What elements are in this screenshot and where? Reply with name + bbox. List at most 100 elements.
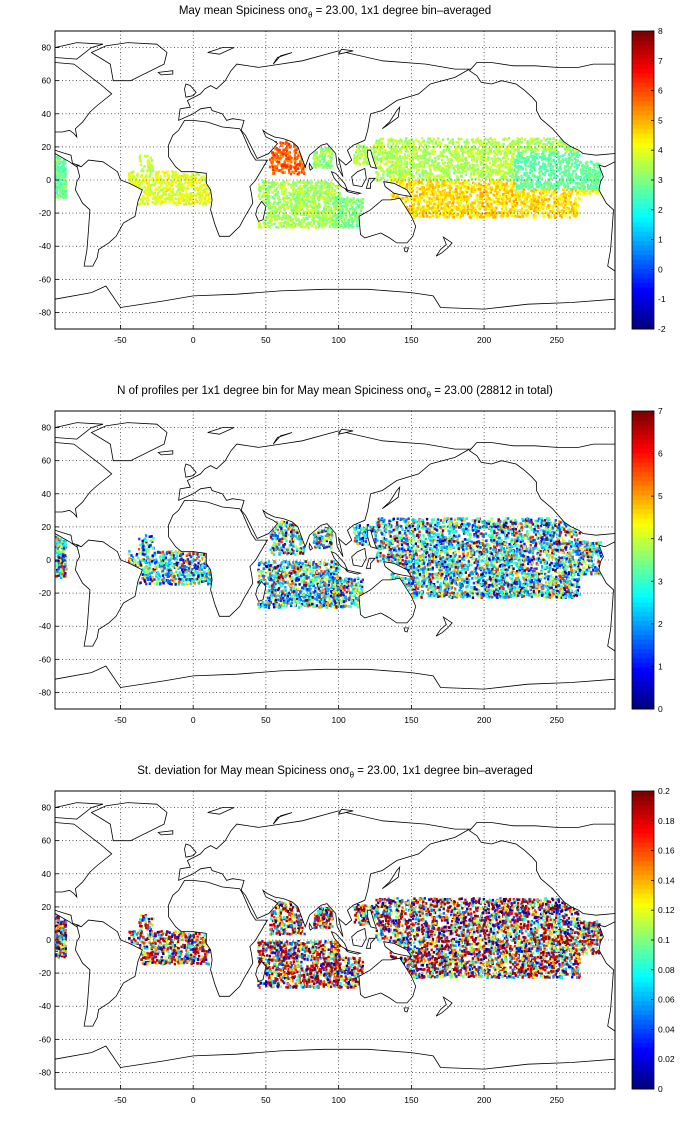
data-bin (380, 147, 383, 150)
data-bin (280, 170, 283, 174)
data-bin (428, 166, 431, 169)
data-bin (481, 162, 484, 165)
data-bin (346, 203, 349, 207)
data-bin (323, 154, 326, 157)
data-bin (300, 166, 303, 169)
data-bin (312, 210, 315, 213)
data-bin (570, 210, 573, 213)
data-bin (446, 137, 450, 141)
data-bin (407, 168, 410, 171)
data-bin (553, 173, 556, 176)
data-bin (159, 186, 162, 189)
data-bin (507, 144, 510, 148)
data-bin (348, 216, 351, 220)
data-bin (537, 152, 540, 156)
data-bin (263, 225, 266, 228)
data-bin (366, 159, 369, 163)
data-bin (526, 171, 529, 175)
data-bin (302, 200, 306, 203)
data-bin (330, 210, 333, 214)
data-bin (392, 179, 395, 183)
data-bin (398, 165, 401, 168)
data-bin (500, 198, 504, 201)
data-bin (489, 173, 492, 177)
data-bin (415, 213, 419, 217)
data-bin (287, 160, 290, 163)
data-bin (179, 196, 182, 200)
data-bin (276, 155, 280, 159)
data-bin (470, 152, 473, 156)
data-bin (169, 186, 172, 190)
data-bin (498, 194, 502, 197)
data-bin (153, 183, 156, 187)
data-bin (314, 151, 318, 154)
data-bin (203, 196, 206, 199)
data-bin (144, 174, 148, 177)
data-bin (404, 149, 407, 153)
data-bin (55, 176, 58, 179)
data-bin (395, 146, 399, 149)
data-bin (130, 180, 133, 184)
data-bin (307, 199, 310, 202)
data-bin (364, 155, 367, 159)
data-bin (575, 167, 578, 171)
data-bin (427, 204, 430, 208)
data-bin (281, 164, 284, 167)
data-bin (538, 191, 542, 195)
data-bin (336, 184, 339, 188)
data-bin (502, 163, 505, 167)
data-bin (497, 180, 500, 183)
data-bin (533, 206, 537, 210)
data-bin (258, 186, 261, 189)
data-bin (483, 150, 487, 153)
data-bin (540, 177, 543, 181)
data-bin (284, 222, 287, 225)
data-bin (312, 156, 315, 160)
data-bin (386, 167, 389, 171)
data-bin (412, 166, 416, 169)
data-bin (292, 186, 296, 190)
data-bin (473, 214, 476, 217)
data-bin (175, 185, 179, 188)
data-bin (354, 201, 358, 204)
data-bin (466, 202, 469, 205)
data-bin (507, 157, 510, 160)
data-bin (449, 163, 453, 166)
data-bin (387, 143, 390, 146)
data-bin (407, 176, 411, 180)
data-bin (155, 187, 158, 190)
data-bin (303, 192, 306, 196)
data-bin (418, 168, 421, 172)
data-bin (401, 172, 404, 176)
data-bin (484, 148, 487, 151)
data-bin (310, 201, 313, 204)
data-bin (441, 154, 444, 158)
data-bin (353, 161, 356, 164)
data-bin (508, 179, 512, 183)
data-bin (502, 193, 505, 196)
data-bin (515, 155, 518, 158)
data-bin (282, 215, 285, 218)
data-bin (270, 223, 273, 226)
data-bin (536, 188, 539, 191)
data-bin (322, 215, 325, 218)
data-bin (395, 153, 399, 156)
data-bin (279, 185, 282, 188)
data-bin (431, 191, 434, 195)
data-bin (300, 157, 303, 161)
data-bin (321, 185, 324, 189)
data-bin (274, 164, 277, 168)
data-bin (413, 148, 416, 151)
data-bin (560, 195, 563, 198)
data-bin (485, 168, 489, 172)
data-bin (320, 163, 324, 167)
data-bin (454, 179, 458, 183)
data-bin (356, 212, 359, 215)
data-bin (455, 215, 459, 219)
data-bin (148, 167, 151, 171)
data-bin (435, 175, 438, 178)
data-bin (456, 170, 459, 173)
data-bin (442, 138, 445, 141)
data-bin (155, 171, 158, 174)
data-bin (266, 203, 269, 207)
